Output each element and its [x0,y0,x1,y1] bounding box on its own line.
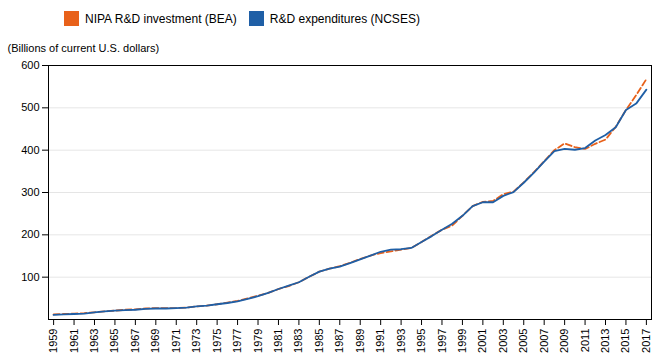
svg-text:2005: 2005 [517,329,529,353]
svg-text:100: 100 [21,271,39,283]
svg-text:1979: 1979 [252,329,264,353]
svg-text:1997: 1997 [436,329,448,353]
svg-text:2001: 2001 [476,329,488,353]
svg-text:1959: 1959 [47,329,59,353]
svg-text:2003: 2003 [497,329,509,353]
svg-text:1985: 1985 [313,329,325,353]
svg-text:500: 500 [21,101,39,113]
svg-text:1977: 1977 [231,329,243,353]
svg-text:1967: 1967 [129,329,141,353]
svg-text:1981: 1981 [272,329,284,353]
html-text:R&D expenditures (NCSES): R&D expenditures (NCSES) [269,11,420,26]
svg-text:2015: 2015 [619,329,631,353]
svg-text:1993: 1993 [395,329,407,353]
svg-text:1987: 1987 [333,329,345,353]
svg-text:1975: 1975 [211,329,223,353]
svg-text:1971: 1971 [170,329,182,353]
svg-text:400: 400 [21,144,39,156]
svg-text:1963: 1963 [88,329,100,353]
svg-text:1991: 1991 [374,329,386,353]
svg-text:1969: 1969 [149,329,161,353]
svg-text:2013: 2013 [599,329,611,353]
svg-text:1961: 1961 [68,329,80,353]
html-text:NIPA R&D investment (BEA): NIPA R&D investment (BEA) [85,11,237,26]
svg-text:1989: 1989 [354,329,366,353]
svg-text:2017: 2017 [640,329,652,353]
svg-text:1999: 1999 [456,329,468,353]
svg-text:1973: 1973 [190,329,202,353]
svg-text:1965: 1965 [108,329,120,353]
svg-text:1983: 1983 [292,329,304,353]
svg-text:200: 200 [21,228,39,240]
svg-text:1995: 1995 [415,329,427,353]
svg-text:600: 600 [21,59,39,71]
svg-text:2009: 2009 [558,329,570,353]
svg-text:2011: 2011 [579,329,591,353]
svg-text:(Billions of current U.S. doll: (Billions of current U.S. dollars) [8,42,160,54]
svg-text:2007: 2007 [538,329,550,353]
svg-text:300: 300 [21,186,39,198]
